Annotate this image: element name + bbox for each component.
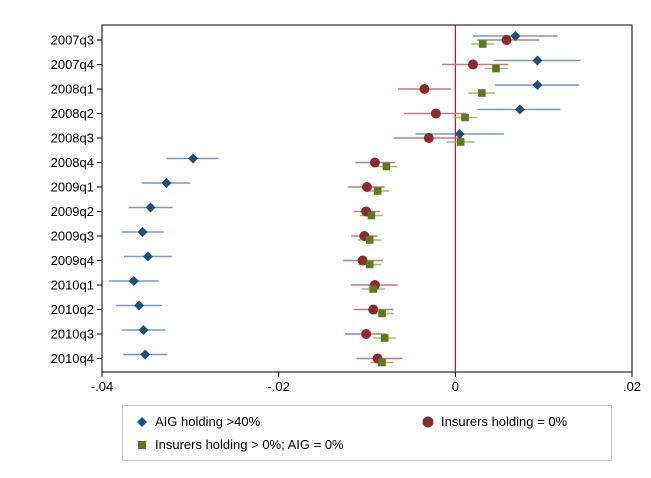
point-circle <box>468 59 478 70</box>
point-circle <box>423 133 434 143</box>
point-diamond <box>532 80 543 90</box>
point-diamond <box>187 153 198 164</box>
point-diamond <box>145 202 156 213</box>
point-diamond <box>138 325 149 335</box>
point-square <box>478 40 487 48</box>
point-diamond <box>140 349 151 360</box>
x-tick-label: -.04 <box>91 379 113 394</box>
point-diamond <box>514 104 525 115</box>
point-square <box>369 285 377 293</box>
point-square <box>378 358 386 367</box>
y-tick-label: 2010q2 <box>51 302 94 317</box>
point-circle <box>362 182 372 192</box>
point-square <box>492 64 500 73</box>
y-tick-label: 2010q1 <box>51 278 94 293</box>
point-diamond <box>142 251 153 262</box>
legend-item-insurers-positive: Insurers holding > 0%; AIG = 0% <box>135 437 344 452</box>
y-tick-label: 2009q4 <box>51 253 94 268</box>
point-diamond <box>128 276 139 286</box>
square-marker-icon <box>138 440 146 449</box>
point-circle <box>361 329 372 339</box>
point-circle <box>369 157 380 168</box>
point-circle <box>357 255 368 266</box>
y-tick-label: 2007q3 <box>51 33 94 48</box>
y-tick-label: 2007q4 <box>51 57 94 72</box>
point-diamond <box>137 227 148 237</box>
y-tick-label: 2009q3 <box>51 229 94 244</box>
y-tick-label: 2008q4 <box>51 155 94 170</box>
y-tick-label: 2009q1 <box>51 180 94 195</box>
point-circle <box>501 35 512 45</box>
circle-marker-icon <box>422 416 434 427</box>
y-tick-label: 2008q3 <box>51 131 94 146</box>
point-diamond <box>532 55 543 66</box>
point-square <box>378 309 386 318</box>
point-square <box>461 113 469 122</box>
y-tick-label: 2010q3 <box>51 327 94 342</box>
y-tick-label: 2010q4 <box>51 351 94 366</box>
point-square <box>367 211 376 220</box>
x-tick-label: 0 <box>452 379 459 394</box>
point-square <box>373 187 382 195</box>
point-square <box>365 260 374 269</box>
point-circle <box>368 304 379 315</box>
diamond-marker-icon <box>137 416 147 427</box>
x-tick-label: -.02 <box>267 379 289 394</box>
point-diamond <box>510 31 521 41</box>
legend-label-insurers-zero: Insurers holding = 0% <box>441 414 568 429</box>
point-circle <box>430 108 441 119</box>
point-square <box>456 138 465 146</box>
y-tick-label: 2009q2 <box>51 204 94 219</box>
point-circle <box>419 84 430 94</box>
point-diamond <box>454 129 465 139</box>
legend-label-insurers-positive: Insurers holding > 0%; AIG = 0% <box>155 437 344 452</box>
legend-item-insurers-zero: Insurers holding = 0% <box>421 414 567 429</box>
y-tick-label: 2008q1 <box>51 82 94 97</box>
legend-item-aig: AIG holding >40% <box>135 414 260 429</box>
point-square <box>478 89 486 97</box>
x-tick-label: .02 <box>623 379 641 394</box>
point-square <box>382 162 391 171</box>
chart-legend: AIG holding >40% Insurers holding = 0% I… <box>122 405 612 461</box>
y-tick-label: 2008q2 <box>51 106 94 121</box>
plot-area <box>101 24 633 373</box>
point-square <box>365 236 374 244</box>
point-diamond <box>161 178 172 188</box>
point-diamond <box>134 300 145 311</box>
legend-label-aig: AIG holding >40% <box>155 414 261 429</box>
point-square <box>380 334 389 342</box>
